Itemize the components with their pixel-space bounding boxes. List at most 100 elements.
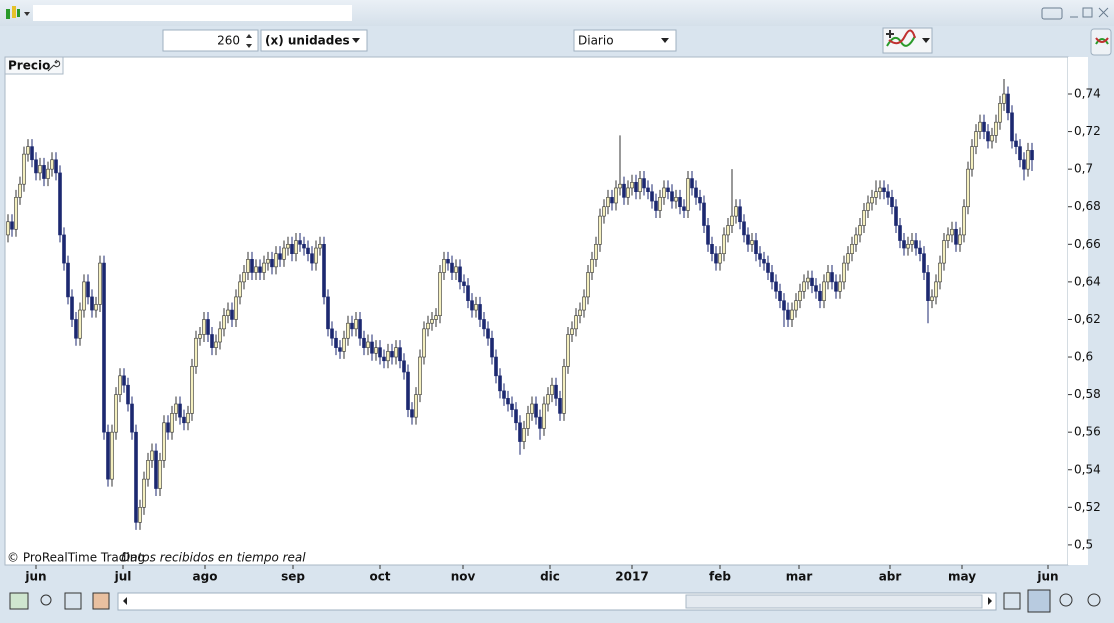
candle-body <box>726 225 730 236</box>
candle-body <box>486 328 490 339</box>
units-input[interactable] <box>162 29 259 52</box>
panel-label-box[interactable] <box>4 56 64 75</box>
units-value: 260 <box>217 34 240 48</box>
candle-body <box>802 281 806 292</box>
candle-body <box>442 259 446 273</box>
candle-body <box>978 121 982 132</box>
candle-body <box>186 413 190 424</box>
candle-body <box>1014 140 1018 147</box>
candle-body <box>894 206 898 226</box>
candle-body <box>922 253 926 273</box>
x-tick-label: jun <box>1036 570 1058 584</box>
zoom-icons <box>1003 589 1101 613</box>
candle-body <box>26 146 30 155</box>
candle-body <box>482 319 486 330</box>
candle-body <box>590 259 594 273</box>
candle-body <box>522 428 526 442</box>
candle-body <box>786 309 790 320</box>
list-button[interactable] <box>64 592 82 610</box>
candle-body <box>6 221 10 236</box>
candle-body <box>226 309 230 316</box>
panel-label: Precio <box>8 59 50 73</box>
plot-area <box>4 56 1069 566</box>
candle-body <box>394 347 398 358</box>
candle-body <box>626 187 630 198</box>
candle-body <box>234 296 238 320</box>
candle-body <box>646 187 650 193</box>
candle-body <box>246 259 250 273</box>
candle-body <box>998 103 1002 123</box>
candle-body <box>322 244 326 298</box>
zoom-in[interactable] <box>1087 593 1101 607</box>
candle-body <box>250 259 254 273</box>
candle-body <box>242 272 246 283</box>
candle-body <box>70 296 74 320</box>
candle-body <box>662 187 666 198</box>
candle-body <box>138 507 142 523</box>
y-tick-label: 0,54 <box>1074 462 1101 476</box>
tool-button[interactable] <box>1003 592 1021 610</box>
side-tool[interactable] <box>1090 28 1112 56</box>
scroll-thumb[interactable] <box>685 594 983 609</box>
candles <box>6 78 1034 530</box>
candle-body <box>10 221 14 230</box>
candle-body <box>738 206 742 223</box>
y-tick-label: 0,64 <box>1074 274 1101 288</box>
candle-body <box>826 272 830 283</box>
x-tick-label: abr <box>879 570 902 584</box>
candle-body <box>678 197 682 208</box>
candle-body <box>846 253 850 264</box>
candle-body <box>810 277 814 286</box>
keyboard-button[interactable] <box>1041 7 1063 20</box>
candle-body <box>58 172 62 236</box>
candle-body <box>618 183 622 189</box>
candle-body <box>938 262 942 283</box>
zoom-out[interactable] <box>1059 593 1073 607</box>
candle-body <box>866 202 870 211</box>
candle-body <box>462 281 466 286</box>
close-button[interactable] <box>1098 7 1109 18</box>
candle-body <box>966 168 970 208</box>
export-button[interactable] <box>9 592 29 610</box>
candle-body <box>766 262 770 273</box>
candle-body <box>266 259 270 264</box>
candle-body <box>86 281 90 298</box>
y-tick-label: 0,52 <box>1074 500 1101 514</box>
candle-body <box>782 300 786 311</box>
candle-body <box>606 197 610 208</box>
y-tick-label: 0,68 <box>1074 199 1101 213</box>
volume-button[interactable] <box>92 592 110 610</box>
period-dropdown[interactable] <box>573 29 677 52</box>
candle-body <box>814 285 818 292</box>
search-box[interactable] <box>33 5 352 21</box>
units-dropdown[interactable] <box>260 29 368 52</box>
candle-body <box>90 296 94 311</box>
candle-body <box>670 191 674 202</box>
candle-body <box>994 121 998 136</box>
cursor-button[interactable] <box>40 594 52 606</box>
candle-body <box>718 253 722 264</box>
candle-body <box>702 202 706 226</box>
candle-body <box>566 334 570 367</box>
indicator-button[interactable] <box>882 27 933 54</box>
x-tick-label: ago <box>193 570 218 584</box>
candle-body <box>106 431 110 480</box>
candle-body <box>230 309 234 320</box>
zoom-auto[interactable] <box>1027 589 1051 613</box>
candle-body <box>342 337 346 352</box>
candle-body <box>722 234 726 254</box>
candle-body <box>582 296 586 311</box>
spinner[interactable] <box>246 34 252 48</box>
candle-body <box>1018 146 1022 161</box>
candle-body <box>830 272 834 283</box>
candle-body <box>302 244 306 249</box>
candle-body <box>834 281 838 292</box>
y-tick-label: 0,74 <box>1074 87 1101 101</box>
candle-body <box>286 244 290 249</box>
maximize-button[interactable] <box>1082 7 1093 18</box>
candle-body <box>238 281 242 298</box>
candle-body <box>926 272 930 301</box>
candle-body <box>254 266 258 273</box>
candle-body <box>466 285 470 301</box>
period-label: Diario <box>578 34 614 48</box>
